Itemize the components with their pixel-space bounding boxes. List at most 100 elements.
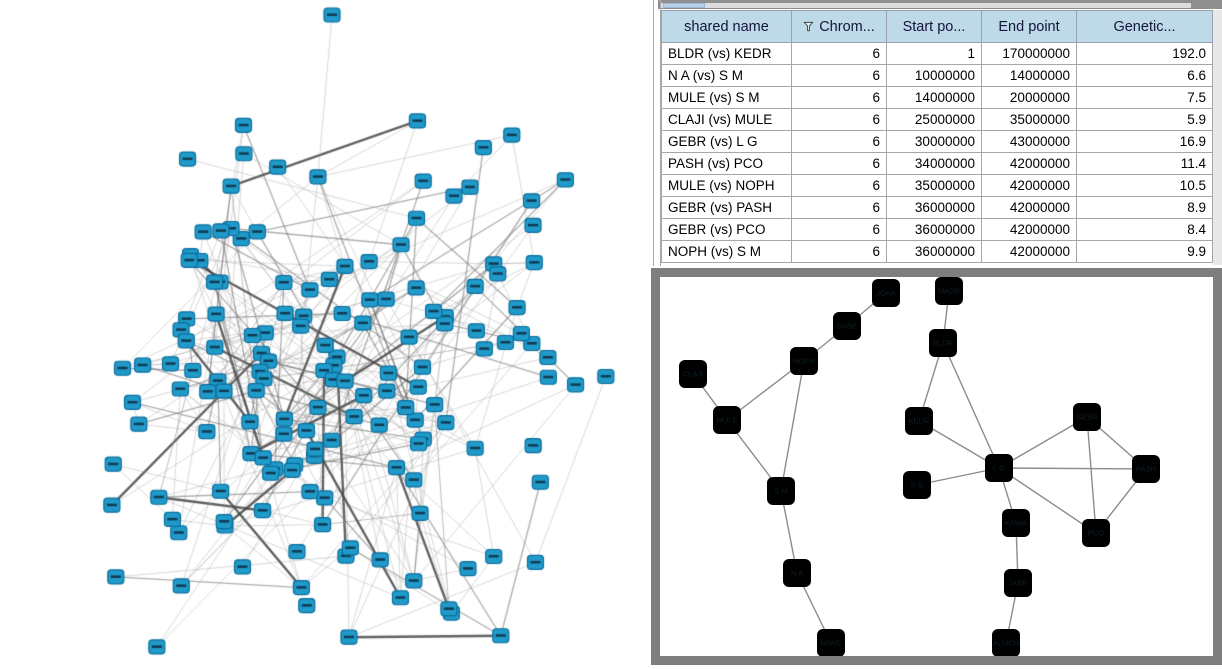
subnetwork-edge[interactable] bbox=[1086, 416, 1097, 534]
node-shape[interactable] bbox=[783, 559, 811, 587]
subnetwork-node-l-g[interactable]: L G bbox=[985, 454, 1013, 482]
main-network-canvas[interactable] bbox=[0, 0, 651, 669]
table-cell[interactable]: 30000000 bbox=[886, 130, 982, 153]
table-vertical-scrollbar[interactable] bbox=[1213, 10, 1222, 265]
table-cell[interactable]: 6 bbox=[791, 64, 887, 87]
subnetwork-edge[interactable] bbox=[942, 342, 1000, 469]
table-cell[interactable]: 14000000 bbox=[981, 64, 1077, 87]
subnetwork-edge[interactable] bbox=[998, 416, 1088, 469]
subnetwork-view[interactable]: JOAK MADR SABE NOPH CLAJI BLDR MULE KEDR GEBR L G… bbox=[660, 277, 1213, 656]
table-row[interactable]: GEBR (vs) L G 6 30000000 43000000 16.9 bbox=[661, 130, 1213, 153]
subnetwork-node-n-a[interactable]: N A bbox=[783, 559, 811, 587]
subnetwork-node-bldr[interactable]: BLDR bbox=[929, 329, 957, 357]
table-cell[interactable]: 42000000 bbox=[981, 240, 1077, 263]
table-cell[interactable]: MULE (vs) NOPH bbox=[661, 174, 792, 197]
subnetwork-node-mule[interactable]: MULE bbox=[713, 406, 741, 434]
node-shape[interactable] bbox=[872, 279, 900, 307]
table-cell[interactable]: 35000000 bbox=[981, 108, 1077, 131]
table-cell[interactable]: 11.4 bbox=[1076, 152, 1213, 175]
scrollbar-thumb[interactable] bbox=[663, 3, 705, 8]
node-shape[interactable] bbox=[767, 477, 795, 505]
subnetwork-node-almch[interactable]: ALMCH bbox=[992, 629, 1020, 656]
table-cell[interactable]: 6 bbox=[791, 174, 887, 197]
subnetwork-node-madr[interactable]: MADR bbox=[935, 277, 963, 305]
table-cell[interactable]: 43000000 bbox=[981, 130, 1077, 153]
subnetwork-node-noph[interactable]: NOPH bbox=[790, 347, 818, 375]
table-cell[interactable]: 6 bbox=[791, 42, 887, 65]
node-shape[interactable] bbox=[790, 347, 818, 375]
subnetwork-node-gebr[interactable]: GEBR bbox=[1073, 403, 1101, 431]
table-cell[interactable]: 7.5 bbox=[1076, 86, 1213, 109]
subnetwork-edge[interactable] bbox=[780, 360, 805, 492]
table-cell[interactable]: N A (vs) S M bbox=[661, 64, 792, 87]
subnetwork-edge[interactable] bbox=[998, 467, 1147, 470]
subnetwork-node-kedr[interactable]: KEDR bbox=[905, 407, 933, 435]
table-cell[interactable]: NOPH (vs) S M bbox=[661, 240, 792, 263]
table-cell[interactable]: 170000000 bbox=[981, 42, 1077, 65]
table-cell[interactable]: 42000000 bbox=[981, 152, 1077, 175]
table-cell[interactable]: 36000000 bbox=[886, 196, 982, 219]
table-cell[interactable]: 14000000 bbox=[886, 86, 982, 109]
table-cell[interactable]: 25000000 bbox=[886, 108, 982, 131]
table-cell[interactable]: 6 bbox=[791, 196, 887, 219]
table-cell[interactable]: 42000000 bbox=[981, 174, 1077, 197]
column-header-0[interactable]: shared name bbox=[661, 10, 792, 43]
table-cell[interactable]: 34000000 bbox=[886, 152, 982, 175]
table-cell[interactable]: 35000000 bbox=[886, 174, 982, 197]
table-row[interactable]: PASH (vs) PCO 6 34000000 42000000 11.4 bbox=[661, 152, 1213, 175]
scrollbar-track[interactable] bbox=[661, 3, 1191, 8]
table-cell[interactable]: 36000000 bbox=[886, 218, 982, 241]
table-cell[interactable]: MULE (vs) S M bbox=[661, 86, 792, 109]
column-header-4[interactable]: Genetic... bbox=[1076, 10, 1213, 43]
node-shape[interactable] bbox=[817, 629, 845, 656]
node-shape[interactable] bbox=[1004, 569, 1032, 597]
table-cell[interactable]: BLDR (vs) KEDR bbox=[661, 42, 792, 65]
table-cell[interactable]: 5.9 bbox=[1076, 108, 1213, 131]
node-shape[interactable] bbox=[992, 629, 1020, 656]
table-cell[interactable]: PASH (vs) PCO bbox=[661, 152, 792, 175]
panel-splitter[interactable] bbox=[653, 0, 661, 266]
table-cell[interactable]: 6 bbox=[791, 86, 887, 109]
table-horizontal-scrollbar[interactable] bbox=[658, 0, 1222, 9]
table-cell[interactable]: 36000000 bbox=[886, 240, 982, 263]
table-row[interactable]: MULE (vs) S M 6 14000000 20000000 7.5 bbox=[661, 86, 1213, 109]
subnetwork-node-kawa[interactable]: KAWA bbox=[1002, 509, 1030, 537]
table-cell[interactable]: 8.9 bbox=[1076, 196, 1213, 219]
table-cell[interactable]: 20000000 bbox=[981, 86, 1077, 109]
node-shape[interactable] bbox=[833, 312, 861, 340]
table-cell[interactable]: GEBR (vs) L G bbox=[661, 130, 792, 153]
table-row[interactable]: BLDR (vs) KEDR 6 1 170000000 192.0 bbox=[661, 42, 1213, 65]
table-row[interactable]: GEBR (vs) PASH 6 36000000 42000000 8.9 bbox=[661, 196, 1213, 219]
table-cell[interactable]: 10.5 bbox=[1076, 174, 1213, 197]
table-cell[interactable]: 42000000 bbox=[981, 218, 1077, 241]
table-cell[interactable]: 6 bbox=[791, 240, 887, 263]
subnetwork-edge[interactable] bbox=[998, 467, 1097, 534]
node-shape[interactable] bbox=[903, 471, 931, 499]
table-cell[interactable]: GEBR (vs) PCO bbox=[661, 218, 792, 241]
table-cell[interactable]: 42000000 bbox=[981, 196, 1077, 219]
table-cell[interactable]: 8.4 bbox=[1076, 218, 1213, 241]
table-cell[interactable]: 9.9 bbox=[1076, 240, 1213, 263]
table-row[interactable]: GEBR (vs) PCO 6 36000000 42000000 8.4 bbox=[661, 218, 1213, 241]
node-shape[interactable] bbox=[1073, 403, 1101, 431]
node-shape[interactable] bbox=[679, 360, 707, 388]
node-shape[interactable] bbox=[713, 406, 741, 434]
node-shape[interactable] bbox=[1082, 519, 1110, 547]
subnetwork-node-pco[interactable]: PCO bbox=[1082, 519, 1110, 547]
table-cell[interactable]: 6.6 bbox=[1076, 64, 1213, 87]
table-row[interactable]: N A (vs) S M 6 10000000 14000000 6.6 bbox=[661, 64, 1213, 87]
table-cell[interactable]: 16.9 bbox=[1076, 130, 1213, 153]
node-shape[interactable] bbox=[935, 277, 963, 305]
node-shape[interactable] bbox=[929, 329, 957, 357]
column-header-3[interactable]: End point bbox=[981, 10, 1077, 43]
column-header-2[interactable]: Start po... bbox=[886, 10, 982, 43]
node-shape[interactable] bbox=[905, 407, 933, 435]
subnetwork-node-miwe[interactable]: MIWE bbox=[817, 629, 845, 656]
subnetwork-node-claji[interactable]: CLAJI bbox=[679, 360, 707, 388]
table-cell[interactable]: 6 bbox=[791, 108, 887, 131]
subnetwork-node-jabe[interactable]: JABE bbox=[1004, 569, 1032, 597]
table-cell[interactable]: 1 bbox=[886, 42, 982, 65]
table-cell[interactable]: 6 bbox=[791, 152, 887, 175]
table-row[interactable]: NOPH (vs) S M 6 36000000 42000000 9.9 bbox=[661, 240, 1213, 263]
table-cell[interactable]: GEBR (vs) PASH bbox=[661, 196, 792, 219]
